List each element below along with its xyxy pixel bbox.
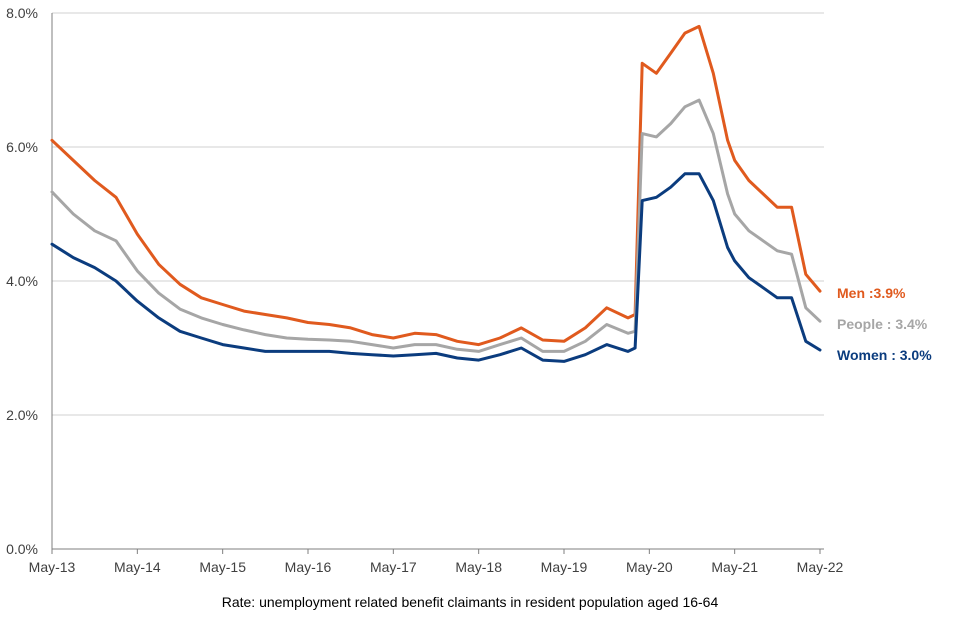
series-line-2 xyxy=(50,172,822,363)
series-line-1 xyxy=(50,98,822,353)
x-axis-caption: Rate: unemployment related benefit claim… xyxy=(222,594,719,610)
x-tick-label: May-20 xyxy=(626,559,673,575)
x-tick-label: May-22 xyxy=(797,559,844,575)
series-label-2: Women : 3.0% xyxy=(837,347,932,363)
x-tick-label: May-17 xyxy=(370,559,417,575)
x-tick-label: May-19 xyxy=(541,559,588,575)
series-label-0: Men :3.9% xyxy=(837,285,906,301)
x-tick-label: May-13 xyxy=(29,559,76,575)
y-tick-label: 4.0% xyxy=(6,273,38,289)
series-label-1: People : 3.4% xyxy=(837,316,928,332)
x-tick-label: May-18 xyxy=(455,559,502,575)
x-axis-ticks: May-13 May-14 May-15 May-16 May-17 May-18 May-… xyxy=(29,549,844,575)
series-line-0 xyxy=(50,24,822,347)
y-tick-label: 8.0% xyxy=(6,5,38,21)
x-tick-label: May-16 xyxy=(285,559,332,575)
y-axis-ticks: 0.0% 2.0% 4.0% 6.0% 8.0% xyxy=(6,5,38,557)
axes xyxy=(51,13,824,550)
x-tick-label: May-14 xyxy=(114,559,161,575)
x-tick-label: May-15 xyxy=(199,559,246,575)
series-labels: Men :3.9% People : 3.4% Women : 3.0% xyxy=(837,285,932,363)
y-tick-label: 0.0% xyxy=(6,541,38,557)
x-tick-label: May-21 xyxy=(711,559,758,575)
gridlines xyxy=(52,12,824,416)
y-tick-label: 6.0% xyxy=(6,139,38,155)
series-lines xyxy=(50,24,822,363)
y-tick-label: 2.0% xyxy=(6,407,38,423)
